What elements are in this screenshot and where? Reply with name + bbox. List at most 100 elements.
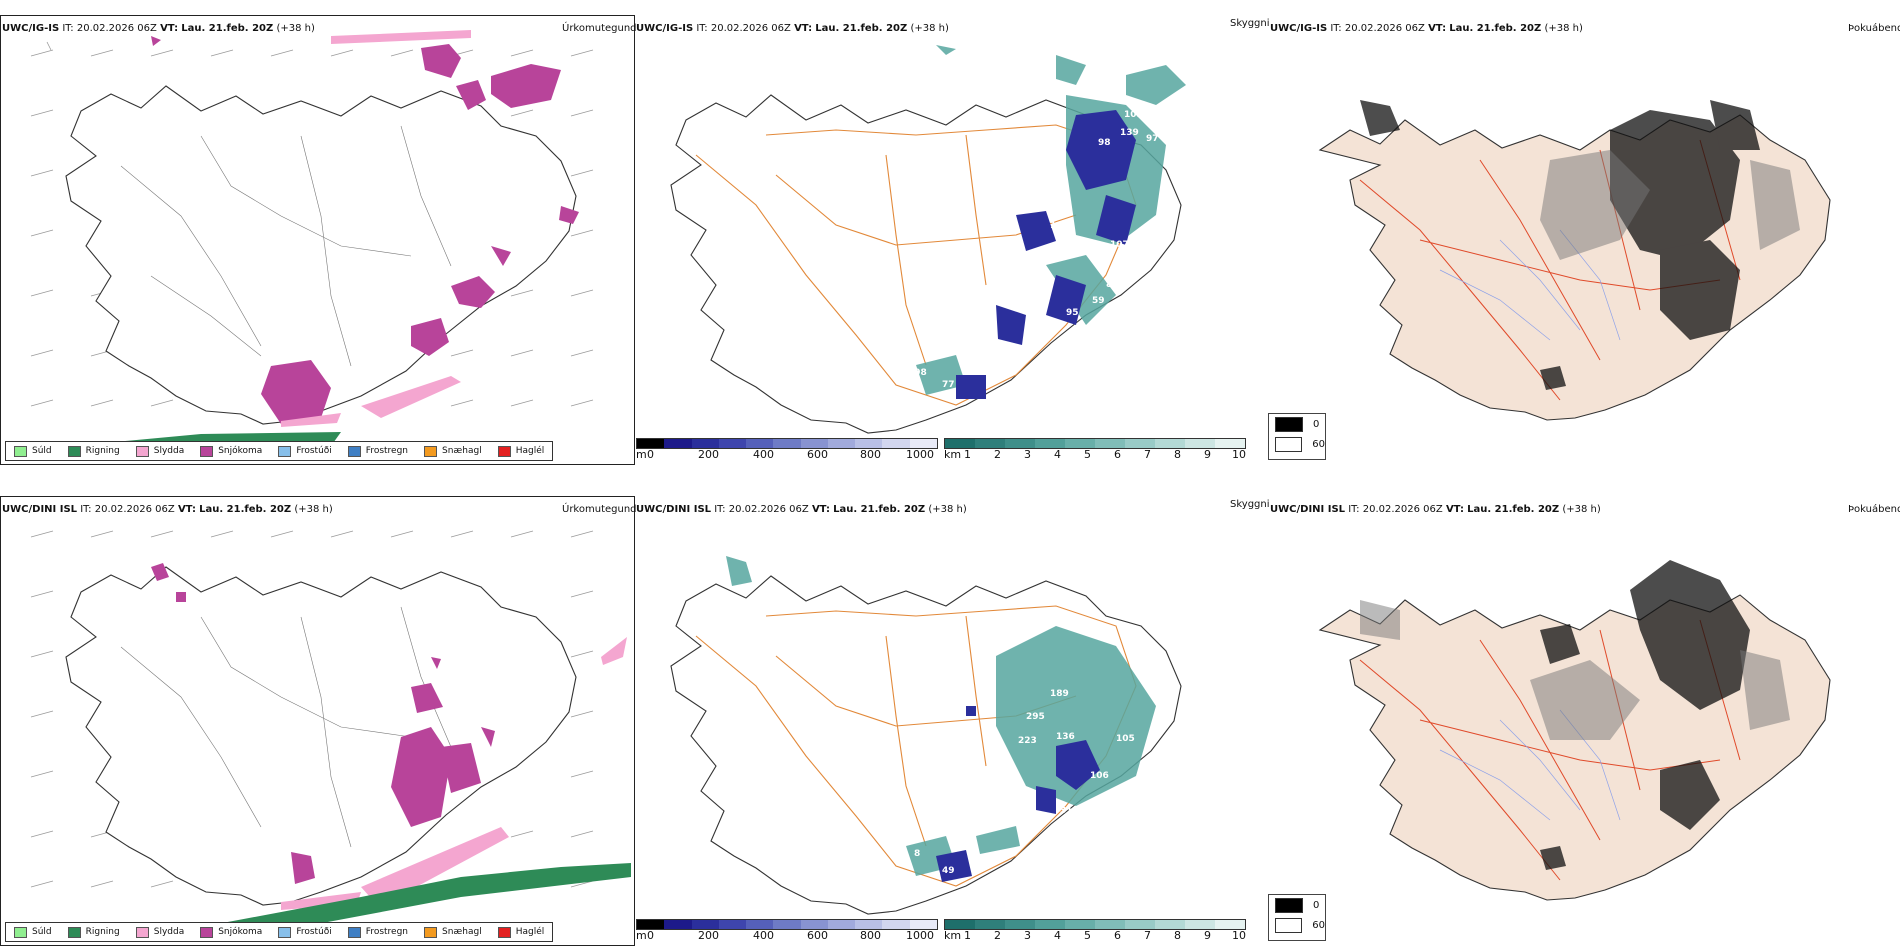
legend-item-rigning: Rigning — [67, 445, 120, 457]
bar-cell — [945, 439, 975, 448]
fog-swatch — [1275, 416, 1303, 432]
tick: 9 — [1204, 448, 1211, 461]
tick: 5 — [1084, 929, 1091, 942]
rain-areas — [201, 863, 631, 927]
visibility-panel-top: 29 109 139 98 97 16 107 93 85 12 59 95 4… — [636, 35, 1276, 435]
legend-item-snaehagl: Snæhagl — [424, 926, 482, 938]
bar-cell — [1095, 920, 1125, 929]
precip-type-panel-bottom: Súld Rigning Slydda Snjókoma Frostúði Fr… — [0, 496, 635, 946]
panel-title: UWC/DINI ISL IT: 20.02.2026 06Z VT: Lau.… — [1270, 504, 1601, 515]
legend-item-slydda: Slydda — [135, 445, 184, 457]
fog-light-areas — [1540, 150, 1800, 260]
fog-legend: 0 60 — [1268, 413, 1326, 460]
bar-cell — [1035, 920, 1065, 929]
bar-cell — [882, 920, 910, 929]
legend-swatch — [347, 926, 361, 938]
fog-panel-top — [1300, 40, 1900, 430]
bar-cell — [1065, 920, 1095, 929]
iceland-outline — [65, 566, 577, 906]
unit-label: m — [636, 929, 647, 942]
legend-swatch — [424, 445, 438, 457]
bar-cell — [746, 439, 774, 448]
legend-item-snjokoma: Snjókoma — [200, 445, 262, 457]
fog-legend: 0 60 — [1268, 894, 1326, 941]
legend-item-frostregn: Frostregn — [347, 445, 408, 457]
tick: 2 — [994, 448, 1001, 461]
bar-cell — [1095, 439, 1125, 448]
tick: 1 — [964, 929, 971, 942]
precip-legend: Súld Rigning Slydda Snjókoma Frostúði Fr… — [5, 441, 554, 461]
legend-swatch — [497, 445, 511, 457]
legend-item-haglel: Haglél — [497, 926, 544, 938]
vis-bar-colors — [944, 438, 1246, 449]
fog-areas — [1540, 560, 1750, 870]
map-label: 97 — [1146, 134, 1159, 144]
map-label: 107 — [1110, 240, 1129, 250]
tick: 4 — [1054, 448, 1061, 461]
bar-cell — [909, 439, 937, 448]
bar-cell — [909, 920, 937, 929]
legend-swatch — [424, 926, 438, 938]
panel-title: UWC/IG-IS IT: 20.02.2026 06Z VT: Lau. 21… — [2, 23, 315, 34]
map-label: 49 — [942, 866, 955, 876]
visibility-panel-bottom: 189 295 136 223 105 106 31 49 8 — [636, 516, 1276, 916]
legend-swatch — [200, 445, 214, 457]
map-label: 8 — [914, 849, 920, 859]
tick: 200 — [698, 929, 719, 942]
visibility-map-bottom: 189 295 136 223 105 106 31 49 8 — [670, 556, 1182, 915]
roads-rivers — [120, 606, 452, 848]
tick: 0 — [647, 448, 654, 461]
bar-cell — [664, 439, 692, 448]
precip-legend: Súld Rigning Slydda Snjókoma Frostúði Fr… — [5, 922, 554, 942]
tick: 1000 — [906, 929, 934, 942]
bar-cell — [827, 439, 856, 448]
map-label: 139 — [1120, 128, 1139, 138]
map-label: 46 — [1066, 346, 1079, 356]
tick: 7 — [1144, 448, 1151, 461]
bar-cell — [691, 439, 719, 448]
panel-title: UWC/IG-IS IT: 20.02.2026 06Z VT: Lau. 21… — [636, 23, 949, 34]
bar-cell — [1035, 439, 1065, 448]
ceiling-areas — [956, 110, 1136, 399]
map-label: 223 — [1018, 736, 1037, 746]
unit-label: m — [636, 448, 647, 461]
panel-title: UWC/DINI ISL IT: 20.02.2026 06Z VT: Lau.… — [2, 504, 333, 515]
fog-legend-item: 60 — [1275, 434, 1325, 454]
snow-areas — [151, 563, 495, 884]
map-label: 77 — [942, 380, 955, 390]
tick: 10 — [1232, 929, 1246, 942]
bar-cell — [1065, 439, 1095, 448]
vis-bar-colors — [944, 919, 1246, 930]
bar-cell — [1185, 920, 1215, 929]
tick: 4 — [1054, 929, 1061, 942]
visibility-colorbar: km 1 2 3 4 5 6 7 8 9 10 — [944, 919, 1246, 945]
fog-map-bottom — [1318, 560, 1831, 901]
legend-swatch — [347, 445, 361, 457]
tick: 3 — [1024, 448, 1031, 461]
legend-swatch — [497, 926, 511, 938]
tick: 400 — [753, 448, 774, 461]
tick: 6 — [1114, 448, 1121, 461]
fog-swatch — [1275, 897, 1303, 913]
product-label: Þokuábendi — [1848, 23, 1900, 34]
legend-swatch — [14, 445, 27, 457]
bar-cell — [1215, 920, 1245, 929]
sleet-areas — [281, 637, 627, 910]
bar-cell — [718, 920, 747, 929]
legend-item-sudl: Súld — [14, 926, 52, 938]
tick: 10 — [1232, 448, 1246, 461]
map-label: 189 — [1050, 689, 1069, 699]
map-label: 198 — [908, 368, 927, 378]
tick: 1000 — [906, 448, 934, 461]
legend-swatch — [67, 445, 81, 457]
map-label: 295 — [1026, 712, 1045, 722]
legend-swatch — [67, 926, 81, 938]
bar-cell — [637, 439, 665, 448]
map-label: 106 — [1090, 771, 1109, 781]
map-label: 136 — [1056, 732, 1075, 742]
panel-title: UWC/IG-IS IT: 20.02.2026 06Z VT: Lau. 21… — [1270, 23, 1583, 34]
fog-map-top — [1318, 100, 1831, 421]
legend-item-frostudi: Frostúði — [278, 445, 332, 457]
bar-cell — [1185, 439, 1215, 448]
legend-swatch — [278, 445, 292, 457]
